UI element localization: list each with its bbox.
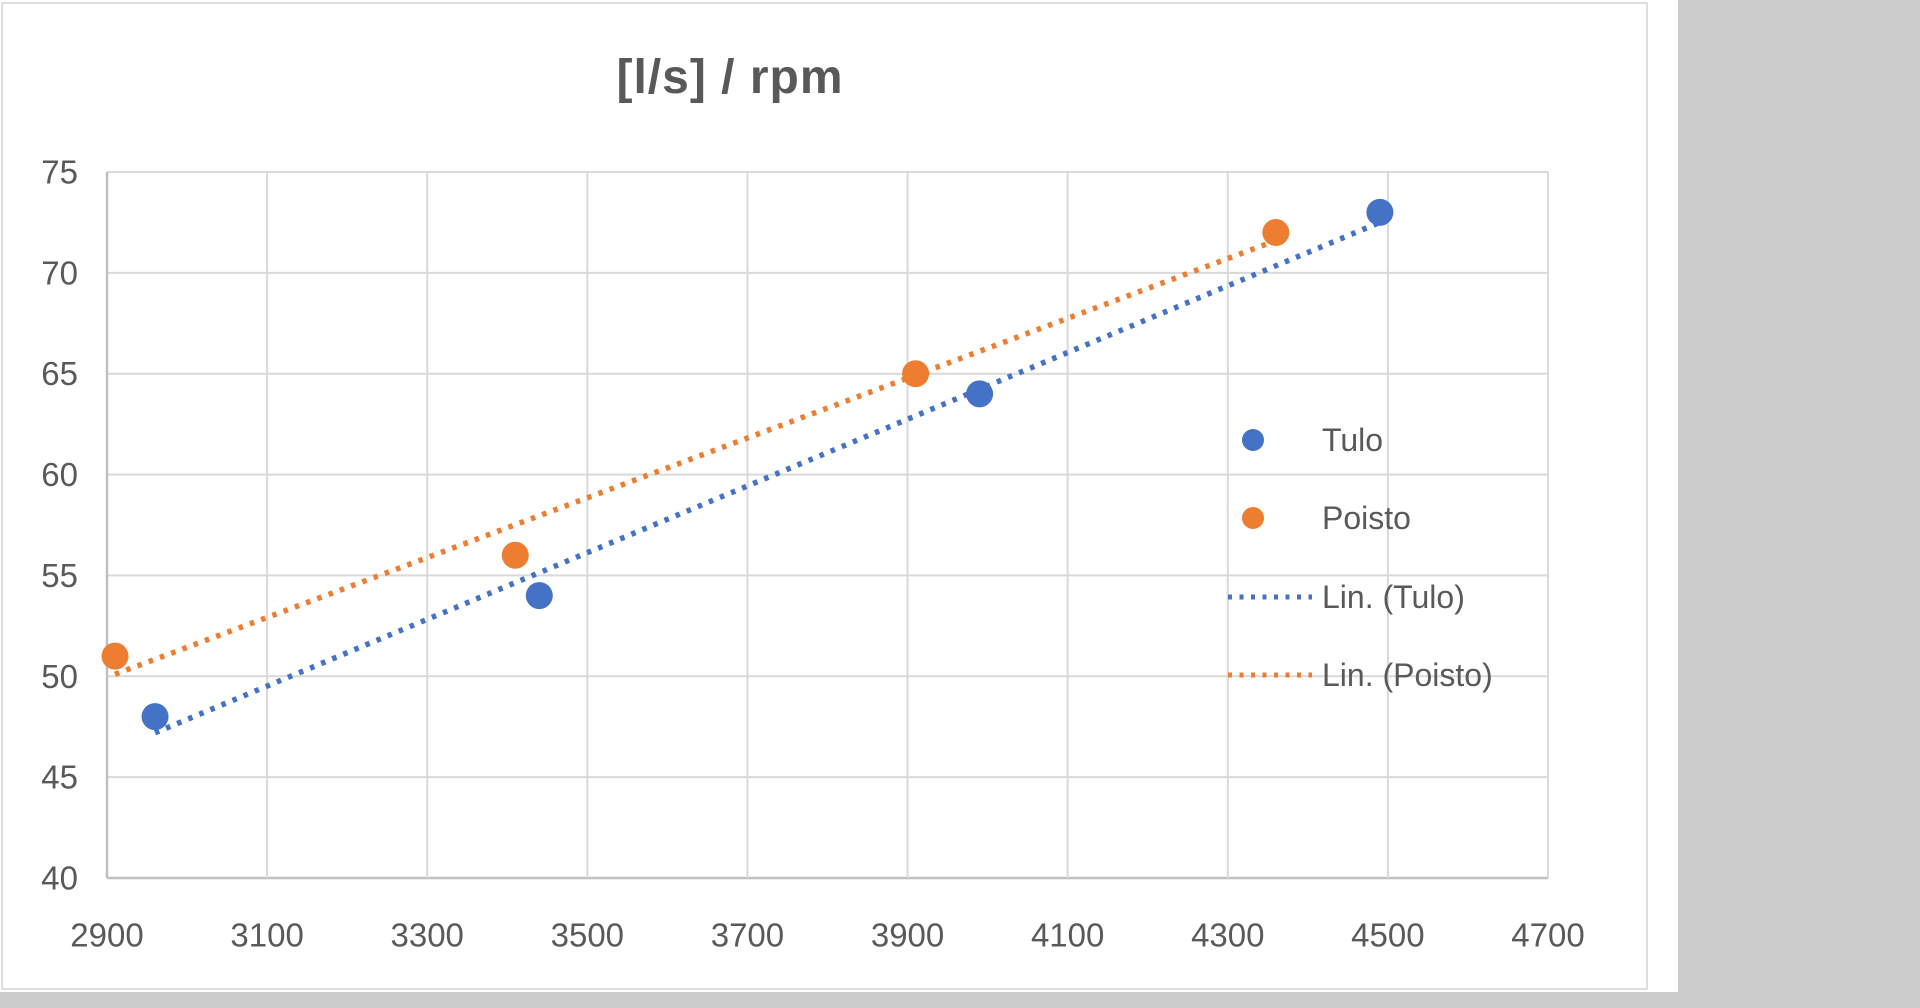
x-tick-label: 3700: [711, 917, 784, 954]
x-tick-label: 3900: [871, 917, 944, 954]
y-tick-label: 40: [41, 860, 78, 897]
chart-border: [1, 2, 1648, 990]
legend-item-label[interactable]: Lin. (Poisto): [1322, 657, 1493, 693]
scatter-chart: 40 45 50 55 60 65 70 75 2900 3100 3300 3500 3700 3900…: [41, 154, 1584, 954]
y-tick-label: 45: [41, 759, 78, 796]
data-point-tulo: [141, 703, 169, 731]
legend-item-label[interactable]: Lin. (Tulo): [1322, 579, 1465, 615]
x-tick-label: 4500: [1351, 917, 1424, 954]
data-point-poisto: [902, 360, 930, 388]
data-point-tulo: [1366, 198, 1394, 226]
x-tick-label: 4300: [1191, 917, 1264, 954]
chart-card[interactable]: [l/s] / rpm 40 45 50 55 60 65 70 75 2900 3100 3300…: [0, 0, 1678, 992]
x-tick-label: 3500: [551, 917, 624, 954]
legend-marker-dot: [1242, 507, 1264, 529]
y-tick-label: 75: [41, 154, 78, 191]
chart-title: [l/s] / rpm: [616, 51, 844, 104]
x-tick-label: 4100: [1031, 917, 1104, 954]
data-point-tulo: [525, 582, 553, 610]
x-tick-label: 2900: [70, 917, 143, 954]
data-point-poisto: [101, 642, 129, 670]
legend-marker-dot: [1242, 429, 1264, 451]
y-tick-label: 65: [41, 355, 78, 392]
trendline-lin-tulo: [153, 219, 1381, 736]
data-point-tulo: [966, 380, 994, 408]
data-point-poisto: [501, 541, 529, 569]
legend-item-label[interactable]: Poisto: [1322, 500, 1411, 536]
x-tick-label: 3300: [391, 917, 464, 954]
y-tick-label: 70: [41, 254, 78, 291]
trendline-lin-poisto: [114, 238, 1277, 677]
x-tick-label: 4700: [1511, 917, 1584, 954]
y-tick-label: 55: [41, 557, 78, 594]
y-tick-label: 60: [41, 456, 78, 493]
data-point-poisto: [1262, 219, 1290, 247]
y-tick-label: 50: [41, 658, 78, 695]
legend-item-label[interactable]: Tulo: [1322, 422, 1383, 458]
x-tick-label: 3100: [230, 917, 303, 954]
